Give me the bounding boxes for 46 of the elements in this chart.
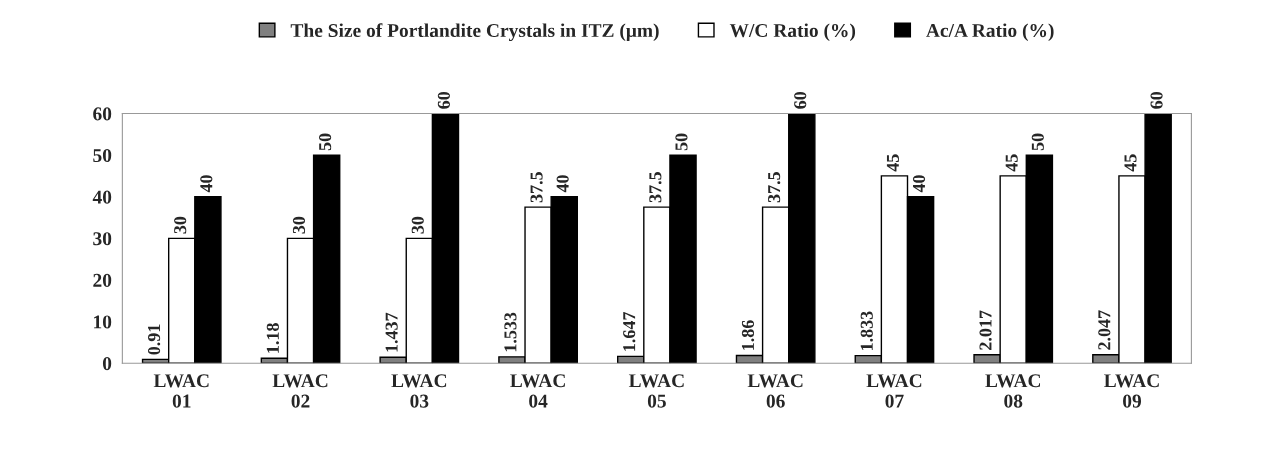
data-label: 30 xyxy=(174,216,187,234)
data-label: 1.86 xyxy=(741,320,755,350)
data-label: 37.5 xyxy=(649,172,662,203)
data-label: 1.437 xyxy=(385,312,398,352)
data-label: 30 xyxy=(411,216,424,234)
data-label: 50 xyxy=(319,133,332,151)
x-tick-label: LWAC 06 xyxy=(747,374,803,408)
y-tick-label: 60 xyxy=(93,107,112,121)
data-label: 40 xyxy=(200,175,213,193)
data-label: 2.047 xyxy=(1098,310,1111,350)
data-label: 1.18 xyxy=(266,323,279,353)
y-tick-label: 20 xyxy=(93,273,112,287)
x-tick-label: LWAC 01 xyxy=(153,374,209,408)
data-label: 50 xyxy=(675,133,688,151)
x-tick-label: LWAC 03 xyxy=(391,374,447,408)
y-tick-label: 0 xyxy=(102,357,112,371)
data-label: 60 xyxy=(437,91,450,109)
data-label: 40 xyxy=(556,175,569,193)
y-tick-label: 10 xyxy=(94,315,112,329)
x-tick-label: LWAC 02 xyxy=(272,374,328,408)
data-label: 1.647 xyxy=(623,311,636,351)
data-label: 30 xyxy=(292,216,306,234)
data-label: 60 xyxy=(794,91,807,109)
legend-label: The Size of Portlandite Crystals in ITZ (μm) xyxy=(290,23,659,42)
y-tick-label: 30 xyxy=(93,232,112,246)
data-label: 45 xyxy=(1124,154,1137,172)
legend-label: W/C Ratio (%) xyxy=(729,23,856,42)
x-tick-label: LWAC 09 xyxy=(1104,374,1159,408)
data-label: 37.5 xyxy=(530,172,543,203)
data-label: 1.533 xyxy=(504,312,517,352)
x-tick-label: LWAC 04 xyxy=(510,374,565,408)
data-label: 0.91 xyxy=(147,324,161,355)
data-label: 50 xyxy=(1031,133,1044,151)
data-label: 45 xyxy=(1005,154,1018,172)
data-label: 60 xyxy=(1150,91,1163,109)
x-tick-label: LWAC 08 xyxy=(985,374,1041,408)
data-label: 2.017 xyxy=(979,310,992,350)
x-tick-label: LWAC 05 xyxy=(628,374,684,408)
x-tick-label: LWAC 07 xyxy=(866,374,922,408)
y-tick-label: 50 xyxy=(93,148,112,163)
legend-label: Ac/A Ratio (%) xyxy=(926,23,1054,42)
y-tick-label: 40 xyxy=(92,190,112,204)
data-label: 45 xyxy=(886,154,899,172)
data-label: 37.5 xyxy=(768,172,781,203)
data-label: 1.833 xyxy=(860,311,873,350)
data-label: 40 xyxy=(912,175,926,193)
